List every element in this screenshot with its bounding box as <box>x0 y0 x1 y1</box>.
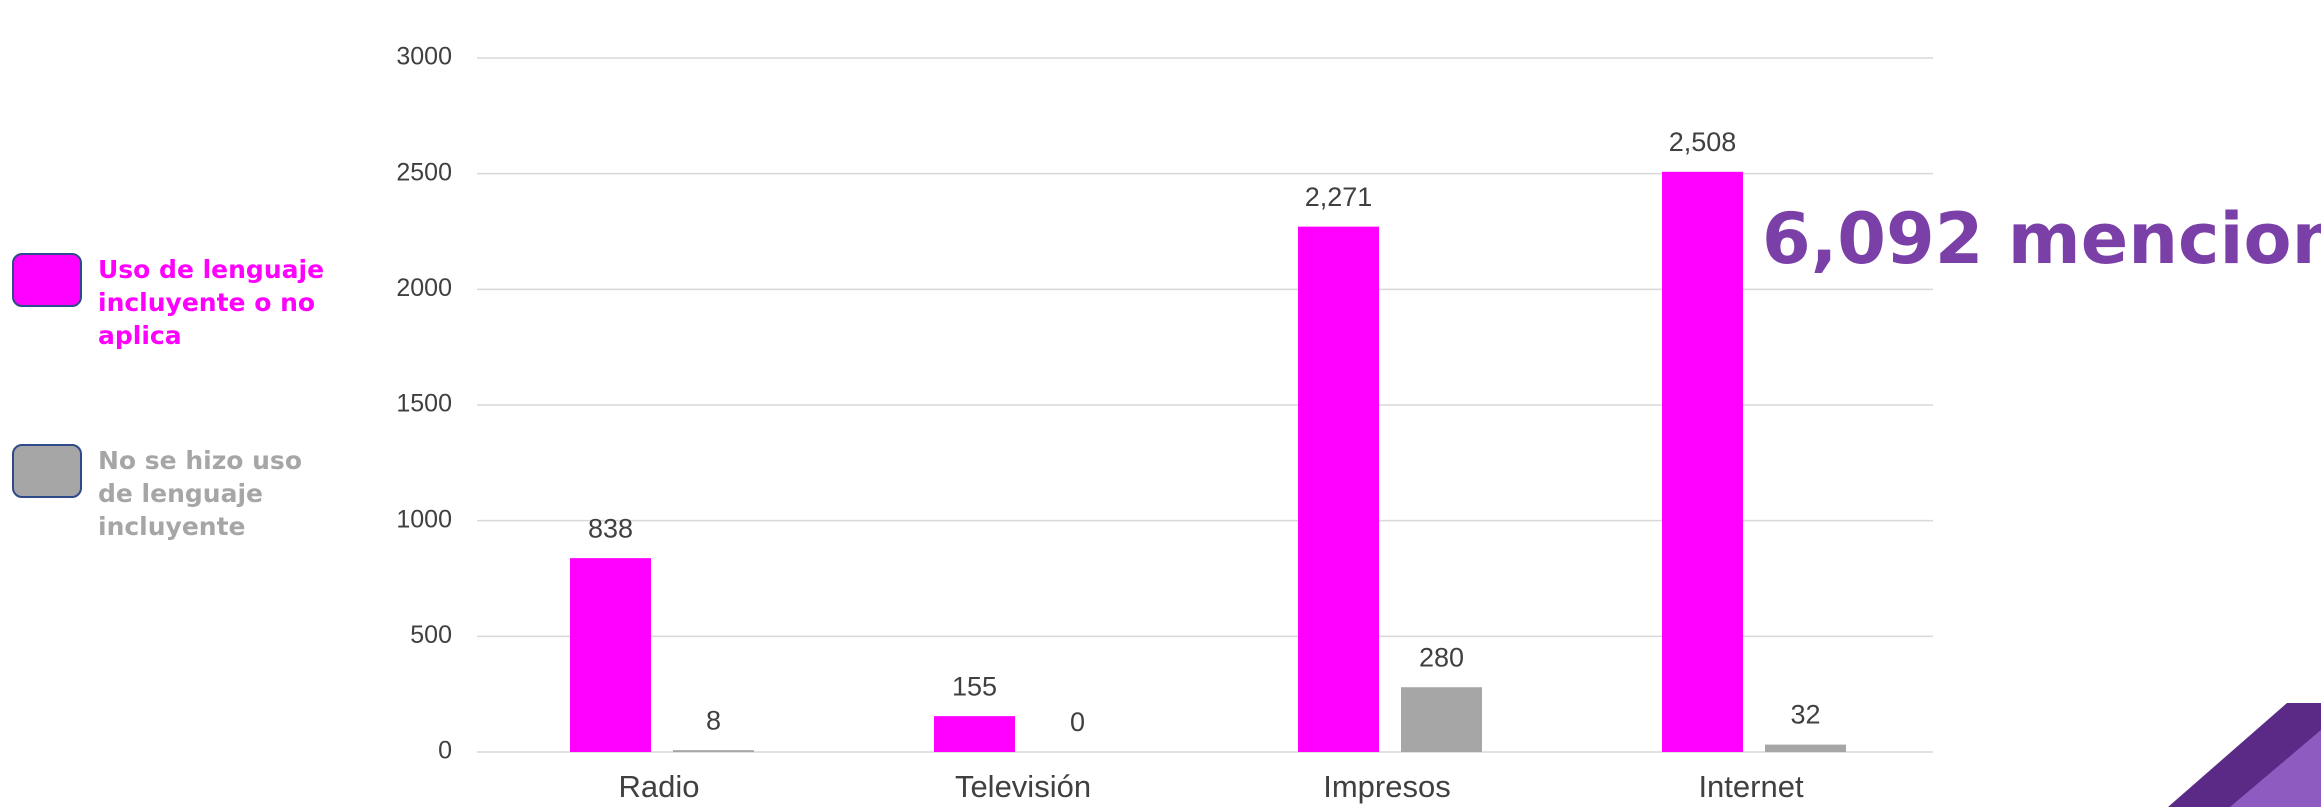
legend-swatch <box>12 444 82 498</box>
bar <box>1662 171 1743 753</box>
bar <box>1298 226 1379 753</box>
y-tick-label: 1500 <box>396 390 452 418</box>
value-label: 2,508 <box>1669 127 1737 157</box>
annotation: 6,092 menciones <box>1762 198 2321 280</box>
legend-swatch <box>12 253 82 307</box>
value-label: 8 <box>706 705 721 735</box>
value-label: 838 <box>588 513 633 543</box>
y-tick-label: 2000 <box>396 274 452 302</box>
bar <box>1765 744 1846 752</box>
corner-decoration <box>2230 730 2321 807</box>
value-label: 32 <box>1790 700 1820 730</box>
bar <box>1401 687 1482 752</box>
x-tick-label: Internet <box>1698 769 1804 804</box>
y-tick-label: 0 <box>438 737 452 765</box>
value-label: 155 <box>952 671 997 701</box>
bar <box>934 716 1015 752</box>
x-tick-label: Radio <box>619 769 700 804</box>
legend-item: Uso de lenguaje incluyente o no aplica <box>12 253 328 352</box>
bar <box>673 750 754 752</box>
legend-label: No se hizo uso de lenguaje incluyente <box>98 446 302 541</box>
value-label: 280 <box>1419 642 1464 672</box>
legend-item: No se hizo uso de lenguaje incluyente <box>12 444 328 543</box>
y-tick-label: 500 <box>410 621 452 649</box>
x-tick-label: Televisión <box>955 769 1091 804</box>
bar <box>570 558 651 752</box>
y-tick-label: 1000 <box>396 505 452 533</box>
y-tick-label: 3000 <box>396 43 452 71</box>
legend-label: Uso de lenguaje incluyente o no aplica <box>98 255 325 350</box>
value-label: 0 <box>1070 707 1085 737</box>
x-tick-label: Impresos <box>1323 769 1450 804</box>
value-label: 2,271 <box>1305 182 1373 212</box>
y-tick-label: 2500 <box>396 158 452 186</box>
